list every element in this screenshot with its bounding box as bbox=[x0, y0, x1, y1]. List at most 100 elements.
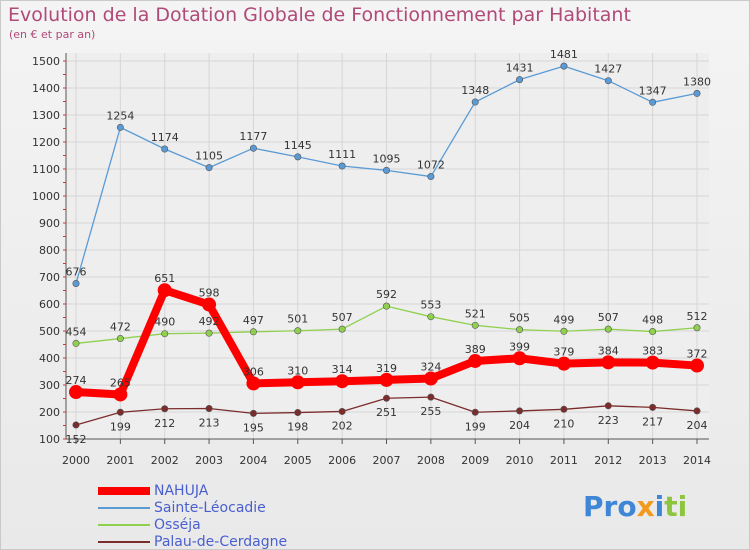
data-label: 152 bbox=[66, 433, 87, 446]
legend-swatch bbox=[98, 506, 150, 509]
data-point bbox=[338, 325, 346, 333]
data-point bbox=[113, 387, 128, 402]
data-point bbox=[604, 77, 612, 85]
x-tick-label: 2003 bbox=[195, 454, 223, 467]
legend-item: Osséja bbox=[98, 516, 287, 533]
data-point bbox=[516, 326, 524, 334]
data-point bbox=[693, 324, 701, 332]
data-point bbox=[116, 408, 124, 416]
data-label: 383 bbox=[642, 345, 663, 358]
data-label: 389 bbox=[465, 343, 486, 356]
data-label: 372 bbox=[687, 348, 708, 361]
data-point bbox=[338, 407, 346, 415]
series-palau-de-cerdagne bbox=[72, 393, 701, 429]
data-point bbox=[382, 302, 390, 310]
data-label: 501 bbox=[287, 313, 308, 326]
data-point bbox=[427, 393, 435, 401]
data-label: 204 bbox=[687, 419, 708, 432]
y-tick-label: 300 bbox=[39, 379, 60, 392]
y-tick-label: 800 bbox=[39, 244, 60, 257]
y-tick-label: 200 bbox=[39, 406, 60, 419]
data-label: 399 bbox=[509, 340, 530, 353]
data-label: 454 bbox=[66, 325, 87, 338]
data-label: 314 bbox=[332, 363, 353, 376]
data-point bbox=[72, 279, 80, 287]
x-tick-label: 2008 bbox=[417, 454, 445, 467]
series-nahuja bbox=[69, 283, 704, 402]
data-label: 1380 bbox=[683, 75, 711, 88]
data-point bbox=[560, 327, 568, 335]
data-label: 1111 bbox=[328, 148, 356, 161]
data-point bbox=[157, 283, 172, 298]
data-point bbox=[516, 76, 524, 84]
chart-subtitle: (en € et par an) bbox=[9, 28, 96, 41]
data-label: 1095 bbox=[373, 152, 401, 165]
data-point bbox=[335, 374, 350, 389]
data-label: 592 bbox=[376, 288, 397, 301]
data-point bbox=[423, 371, 438, 386]
data-label: 1348 bbox=[461, 84, 489, 97]
data-point bbox=[427, 173, 435, 181]
data-label: 217 bbox=[642, 415, 663, 428]
y-tick-label: 400 bbox=[39, 352, 60, 365]
x-tick-label: 2014 bbox=[683, 454, 711, 467]
data-point bbox=[379, 372, 394, 387]
data-point bbox=[556, 356, 571, 371]
y-tick-label: 1500 bbox=[32, 55, 60, 68]
y-tick-label: 500 bbox=[39, 325, 60, 338]
data-point bbox=[693, 407, 701, 415]
data-point bbox=[338, 162, 346, 170]
x-tick-label: 2011 bbox=[550, 454, 578, 467]
data-point bbox=[249, 328, 257, 336]
legend-label: Palau-de-Cerdagne bbox=[154, 533, 288, 550]
data-point bbox=[294, 327, 302, 335]
data-point bbox=[161, 145, 169, 153]
data-label: 384 bbox=[598, 344, 619, 357]
data-label: 472 bbox=[110, 321, 131, 334]
data-point bbox=[294, 409, 302, 417]
data-point bbox=[645, 355, 660, 370]
data-point bbox=[471, 408, 479, 416]
x-tick-label: 2010 bbox=[506, 454, 534, 467]
data-label: 498 bbox=[642, 314, 663, 327]
data-point bbox=[246, 376, 261, 391]
data-point bbox=[468, 353, 483, 368]
data-label: 598 bbox=[199, 287, 220, 300]
data-label: 213 bbox=[199, 416, 220, 429]
data-point bbox=[72, 421, 80, 429]
data-label: 521 bbox=[465, 307, 486, 320]
series-sainte-l-ocadie bbox=[72, 62, 701, 287]
data-point bbox=[427, 313, 435, 321]
y-tick-label: 600 bbox=[39, 298, 60, 311]
y-tick-label: 700 bbox=[39, 271, 60, 284]
data-label: 1427 bbox=[594, 63, 622, 76]
legend-label: NAHUJA bbox=[154, 482, 209, 499]
data-label: 202 bbox=[332, 419, 353, 432]
x-tick-label: 2001 bbox=[106, 454, 134, 467]
y-tick-label: 100 bbox=[39, 433, 60, 446]
data-point bbox=[382, 394, 390, 402]
data-point bbox=[690, 358, 704, 373]
data-point bbox=[161, 330, 169, 338]
data-label: 507 bbox=[598, 311, 619, 324]
x-tick-label: 2002 bbox=[151, 454, 179, 467]
data-label: 1177 bbox=[239, 130, 267, 143]
data-point bbox=[471, 98, 479, 106]
legend-swatch bbox=[98, 540, 150, 543]
legend-item: NAHUJA bbox=[98, 482, 287, 499]
legend-label: Osséja bbox=[154, 516, 201, 533]
y-tick-label: 1300 bbox=[32, 109, 60, 122]
data-point bbox=[161, 405, 169, 413]
data-label: 210 bbox=[553, 417, 574, 430]
data-point bbox=[693, 89, 701, 97]
series-oss-ja bbox=[72, 302, 701, 347]
data-label: 505 bbox=[509, 312, 530, 325]
data-point bbox=[601, 355, 616, 370]
data-point bbox=[649, 98, 657, 106]
data-label: 507 bbox=[332, 311, 353, 324]
data-label: 676 bbox=[66, 265, 87, 278]
data-label: 1254 bbox=[106, 109, 134, 122]
data-point bbox=[290, 375, 305, 390]
data-point bbox=[471, 321, 479, 329]
y-tick-label: 1000 bbox=[32, 190, 60, 203]
